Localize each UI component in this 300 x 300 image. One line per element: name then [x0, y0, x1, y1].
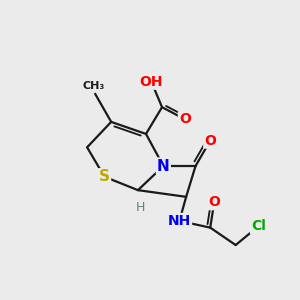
Text: S: S — [99, 169, 110, 184]
Text: NH: NH — [168, 214, 191, 228]
Text: H: H — [136, 201, 145, 214]
Text: O: O — [204, 134, 216, 148]
Text: CH₃: CH₃ — [83, 81, 105, 91]
Text: OH: OH — [140, 75, 163, 89]
Text: O: O — [208, 195, 220, 209]
Text: O: O — [179, 112, 191, 126]
Text: N: N — [157, 159, 170, 174]
Text: Cl: Cl — [251, 219, 266, 233]
